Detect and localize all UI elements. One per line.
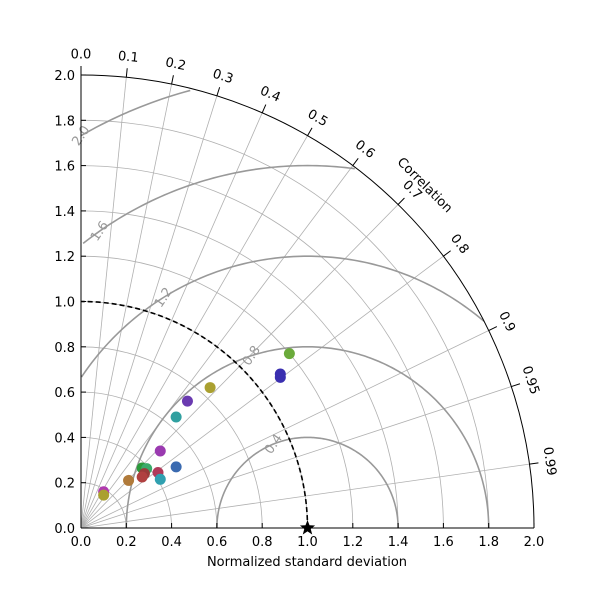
rmsd-contour — [216, 436, 399, 529]
x-tick-label: 2.0 — [524, 535, 545, 550]
y-tick-label: 1.8 — [54, 114, 75, 129]
rmsd-contours: 0.40.81.21.62.0 — [69, 89, 490, 529]
std-grid-arc — [80, 119, 490, 529]
data-point — [136, 471, 148, 483]
x-tick-label: 1.4 — [388, 535, 409, 550]
std-grid-arc — [80, 165, 444, 529]
y-tick-label: 0.4 — [54, 431, 75, 446]
rmsd-contour — [80, 255, 485, 378]
correlation-tick-label: 0.3 — [211, 67, 235, 88]
rmsd-label: 0.4 — [262, 432, 286, 458]
y-tick-label: 2.0 — [54, 69, 75, 84]
correlation-ray — [80, 95, 218, 529]
correlation-tick — [511, 383, 521, 388]
x-tick-label: 1.2 — [342, 535, 363, 550]
correlation-tick-label: 0.9 — [495, 309, 518, 334]
reference-std-arc — [80, 300, 309, 529]
correlation-tick — [171, 75, 174, 85]
chart-frame — [80, 65, 539, 529]
outer-correlation-arc — [80, 74, 535, 529]
data-point — [170, 411, 182, 423]
rmsd-label: 1.2 — [152, 285, 176, 311]
y-tick-label: 1.6 — [54, 160, 75, 175]
data-point — [170, 461, 182, 473]
correlation-tick — [261, 104, 267, 114]
x-tick-label: 0.0 — [71, 535, 92, 550]
correlation-tick — [488, 326, 498, 331]
x-tick-label: 0.6 — [207, 535, 228, 550]
std-grid-arc — [80, 210, 399, 529]
x-tick-label: 1.8 — [478, 535, 499, 550]
correlation-ray — [80, 84, 172, 529]
data-point — [154, 473, 166, 485]
correlation-tick-label: 0.99 — [540, 446, 559, 477]
x-tick-label: 0.8 — [252, 535, 273, 550]
data-points — [98, 348, 316, 535]
correlation-tick — [529, 462, 539, 465]
correlation-tick-label: 0.4 — [258, 84, 283, 106]
x-tick-label: 0.2 — [116, 535, 137, 550]
correlation-ray — [80, 330, 489, 529]
data-point — [204, 382, 216, 394]
data-point — [154, 445, 166, 457]
correlation-tick — [352, 158, 359, 166]
correlation-ray — [80, 135, 308, 529]
y-tick-label: 1.4 — [54, 205, 75, 220]
rmsd-label: 1.6 — [88, 219, 112, 245]
correlation-tick-label: 0.5 — [305, 107, 330, 130]
correlation-ray — [80, 386, 512, 529]
rmsd-label: 0.8 — [240, 343, 264, 369]
chart-labels: Normalized standard deviation Correlatio… — [54, 48, 558, 570]
correlation-tick — [307, 127, 313, 136]
grid-layer — [80, 77, 530, 529]
correlation-tick-label: 0.6 — [352, 137, 378, 161]
reference-star — [299, 520, 316, 535]
correlation-tick-label: 0.95 — [519, 364, 542, 396]
rmsd-contour — [82, 164, 355, 245]
y-tick-label: 1.0 — [54, 296, 75, 311]
data-point — [123, 474, 135, 486]
std-grid-arc — [80, 346, 263, 529]
x-tick-label: 0.4 — [161, 535, 182, 550]
correlation-tick-label: 0.1 — [117, 49, 139, 66]
data-point — [98, 489, 110, 501]
x-tick-label: 1.0 — [297, 535, 318, 550]
y-tick-label: 1.2 — [54, 250, 75, 265]
correlation-tick-label: 0.8 — [447, 231, 471, 257]
std-grid-arc — [80, 391, 218, 529]
data-point — [283, 348, 295, 360]
rmsd-contour — [80, 89, 191, 137]
correlation-tick — [443, 250, 451, 257]
y-tick-label: 0.8 — [54, 341, 75, 356]
x-axis-label: Normalized standard deviation — [207, 555, 407, 570]
y-tick-label: 0.2 — [54, 477, 75, 492]
std-grid-arc — [80, 255, 354, 529]
data-point — [274, 371, 286, 383]
correlation-tick — [125, 68, 128, 78]
correlation-tick — [216, 87, 221, 97]
correlation-tick-label: 0.0 — [71, 48, 92, 63]
rmsd-contour — [125, 345, 490, 529]
data-point — [181, 395, 193, 407]
correlation-ray — [80, 112, 263, 529]
y-tick-label: 0.6 — [54, 386, 75, 401]
correlation-tick-label: 0.2 — [164, 55, 187, 74]
correlation-tick — [397, 197, 405, 205]
y-tick-label: 0.0 — [54, 522, 75, 537]
x-tick-label: 1.6 — [433, 535, 454, 550]
std-grid-arc — [80, 482, 127, 529]
